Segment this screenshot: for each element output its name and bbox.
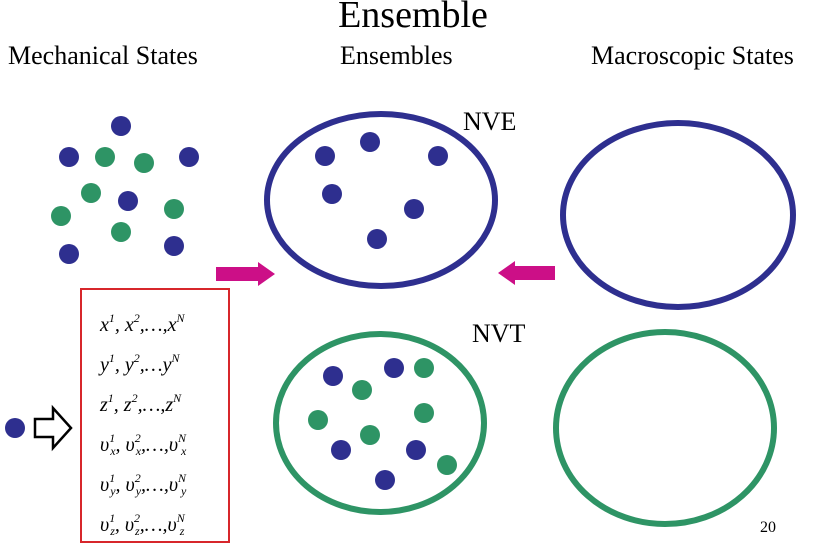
mechanical-particle-green <box>95 147 115 167</box>
nvt-particle-blue <box>384 358 404 378</box>
mechanical-particle-green <box>81 183 101 203</box>
nve-particle-blue <box>315 146 335 166</box>
mechanical-particle-green <box>134 153 154 173</box>
nvt-particles <box>308 358 457 490</box>
mechanical-particle-green <box>164 199 184 219</box>
nvt-macroscopic-ellipse <box>553 329 777 527</box>
mechanical-particle-cluster <box>51 116 199 264</box>
nve-particle-blue <box>404 199 424 219</box>
variable-row: υ1y, υ2y,…,υNy <box>100 471 187 498</box>
hollow-right-arrow-icon <box>33 404 73 452</box>
nvt-particle-green <box>308 410 328 430</box>
single-particle <box>5 418 25 438</box>
nvt-particle-green <box>352 380 372 400</box>
nve-particle-blue <box>322 184 342 204</box>
mechanical-particle-blue <box>111 116 131 136</box>
variable-row: y1, y2,…yN <box>100 351 180 376</box>
nvt-ensemble-ellipse <box>273 331 487 515</box>
nve-macroscopic-ellipse <box>560 120 796 310</box>
mechanical-states-heading: Mechanical States <box>8 41 198 70</box>
nve-label: NVE <box>463 107 517 136</box>
nvt-particle-blue <box>406 440 426 460</box>
mechanical-particle-blue <box>59 244 79 264</box>
nvt-particle-green <box>360 425 380 445</box>
mechanical-particle-blue <box>179 147 199 167</box>
nve-particle-blue <box>360 132 380 152</box>
slide-title: Ensemble <box>338 0 488 36</box>
magenta-right-arrow-icon <box>216 262 275 286</box>
mechanical-particle-blue <box>59 147 79 167</box>
nvt-particle-blue <box>331 440 351 460</box>
variable-row: z1, z2,…,zN <box>100 391 182 416</box>
nvt-particle-blue <box>323 366 343 386</box>
nve-particles <box>315 132 448 249</box>
variables-box: x1, x2,…,xN y1, y2,…yN z1, z2,…,zN υ1x, υ2x… <box>80 288 230 543</box>
mechanical-particle-green <box>51 206 71 226</box>
ensembles-heading: Ensembles <box>340 41 453 70</box>
mechanical-particle-green <box>111 222 131 242</box>
nvt-particle-green <box>414 403 434 423</box>
variable-row: υ1x, υ2x,…,υNx <box>100 431 187 458</box>
variable-row: υ1z, υ2z,…,υNz <box>100 511 185 538</box>
nvt-particle-green <box>414 358 434 378</box>
nvt-particle-green <box>437 455 457 475</box>
page-number: 20 <box>760 519 776 536</box>
magenta-left-arrow-icon <box>498 261 555 285</box>
nve-particle-blue <box>428 146 448 166</box>
nve-ensemble-ellipse <box>264 111 498 289</box>
mechanical-particle-blue <box>118 191 138 211</box>
mechanical-particle-blue <box>164 236 184 256</box>
nvt-particle-blue <box>375 470 395 490</box>
nvt-label: NVT <box>472 319 526 348</box>
macroscopic-states-heading: Macroscopic States <box>591 41 794 70</box>
nve-particle-blue <box>367 229 387 249</box>
variable-row: x1, x2,…,xN <box>100 311 185 336</box>
